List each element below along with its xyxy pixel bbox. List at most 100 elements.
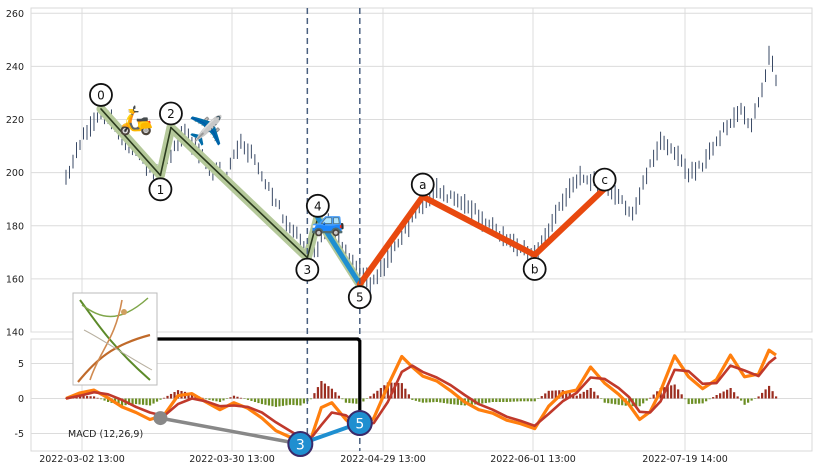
wave-segment: [306, 217, 319, 259]
wave-label-circle: [410, 172, 435, 197]
macd-histogram-bar: [334, 392, 337, 399]
wave-lines: [96, 104, 608, 289]
macd-wave-label-circle: [346, 410, 373, 436]
macd-histogram-bar: [278, 398, 281, 407]
macd-histogram-bar: [747, 398, 750, 403]
grey-marker: [153, 411, 168, 426]
wave-label-circle: [159, 101, 183, 126]
macd-histogram-bar: [386, 382, 389, 399]
macd-histogram-bar: [425, 398, 428, 403]
price-y-tick-label: 160: [6, 274, 24, 285]
macd-histogram-bar: [78, 395, 82, 399]
macd-histogram-bar: [96, 397, 99, 399]
macd-histogram-bar: [505, 398, 508, 402]
macd-histogram-bar: [327, 386, 330, 399]
macd-histogram-bar: [740, 398, 743, 401]
macd-histogram-bar: [414, 398, 417, 401]
macd-histogram-bar: [481, 398, 484, 404]
macd-histogram-bar: [547, 390, 550, 399]
wave-label-circle: [522, 257, 547, 281]
macd-histogram-bar: [337, 395, 341, 399]
macd-histogram-bar: [719, 393, 722, 399]
macd-histogram-bar: [404, 388, 407, 399]
price-y-tick-label: 140: [6, 328, 24, 339]
macd-histogram-bar: [491, 398, 494, 402]
macd-histogram-bar: [250, 398, 253, 401]
macd-histogram-bar: [309, 398, 313, 400]
inset-curve-gray: [83, 329, 153, 371]
macd-histogram-bar: [551, 390, 554, 399]
price-y-tick-label: 240: [6, 62, 24, 73]
black-connector: [157, 337, 362, 411]
macd-histogram-bar: [635, 398, 638, 407]
macd-histogram-bar: [341, 398, 344, 400]
macd-histogram-bar: [355, 398, 358, 404]
macd-histogram-bar: [761, 392, 764, 399]
wave-label-text: 4: [314, 199, 322, 213]
macd-wave-label-circle: [287, 431, 314, 457]
macd-histogram-bar: [407, 394, 410, 399]
x-tick-label: 2022-03-30 13:00: [189, 454, 275, 465]
airplane-icon: ✈️: [188, 113, 223, 147]
macd-histogram-bar: [698, 398, 701, 404]
wave-label-text: 2: [167, 107, 175, 121]
signal-line: [65, 356, 777, 440]
macd-histogram-bar: [435, 398, 438, 402]
wave-label-text: 0: [97, 88, 105, 102]
price-y-tick-label: 220: [6, 115, 24, 126]
macd-histogram-bar: [666, 386, 669, 399]
macd-histogram-bar: [509, 398, 512, 402]
macd-histogram-bar: [460, 398, 463, 406]
macd-histogram-bar: [239, 397, 243, 399]
macd-histogram-bar: [274, 398, 278, 407]
macd-histogram-bar: [120, 398, 124, 406]
macd-histogram-bar: [257, 398, 260, 404]
macd-histogram-bar: [512, 398, 515, 402]
macd-histogram-bar: [141, 398, 145, 405]
macd-histogram-bar: [229, 397, 232, 399]
x-tick-label: 2022-04-29 13:00: [340, 454, 426, 465]
wave-segment: [159, 126, 172, 177]
macd-histogram-bar: [519, 398, 522, 402]
macd-histogram-bar: [453, 398, 456, 405]
macd-line: [65, 348, 777, 446]
macd-histogram-bar: [162, 397, 166, 399]
wave-label-text: a: [419, 178, 426, 192]
macd-histogram-bar: [589, 388, 592, 399]
macd-histogram-bar: [246, 398, 250, 400]
macd-histogram-bar: [456, 398, 459, 405]
macd-histogram-bar: [260, 398, 264, 405]
macd-histogram-bar: [596, 395, 599, 399]
macd-histogram-bar: [421, 398, 424, 403]
emoji-markers: 🛵 ✈️ 🚙: [119, 104, 346, 238]
macd-histogram-bar: [565, 391, 568, 399]
macd-histogram-bar: [673, 384, 676, 399]
abc-segment: [356, 193, 426, 288]
macd-histogram-bar: [393, 382, 396, 399]
macd-y-tick-label: 5: [18, 359, 24, 370]
wave-label-circle: [89, 83, 113, 107]
macd-histogram-bar: [418, 398, 421, 402]
macd-histogram-bar: [127, 398, 131, 405]
macd-histogram-bar: [495, 398, 498, 402]
macd-histogram-bar: [89, 396, 92, 399]
macd-histogram-bar: [264, 398, 267, 405]
macd-histogram-bar: [169, 393, 173, 399]
macd-histogram-bar: [677, 389, 680, 399]
macd-histogram-bar: [705, 398, 708, 402]
macd-histogram-bar: [369, 396, 372, 399]
macd-histogram-bar: [607, 398, 610, 404]
car-icon: 🚙: [311, 204, 346, 237]
macd-histogram-bar: [726, 389, 729, 399]
macd-histogram-bar: [316, 387, 320, 399]
grey-connector: [160, 416, 301, 446]
macd-histogram-bar: [400, 383, 403, 399]
macd-histogram-bar: [344, 398, 348, 403]
macd-histogram-bar: [610, 398, 613, 404]
macd-histogram-bar: [271, 398, 274, 407]
macd-histogram-bar: [449, 398, 452, 405]
macd-histogram-bar: [701, 398, 704, 404]
macd-histogram-bar: [537, 398, 540, 399]
macd-histogram-bar: [148, 398, 152, 406]
macd-histogram-bar: [379, 388, 382, 399]
